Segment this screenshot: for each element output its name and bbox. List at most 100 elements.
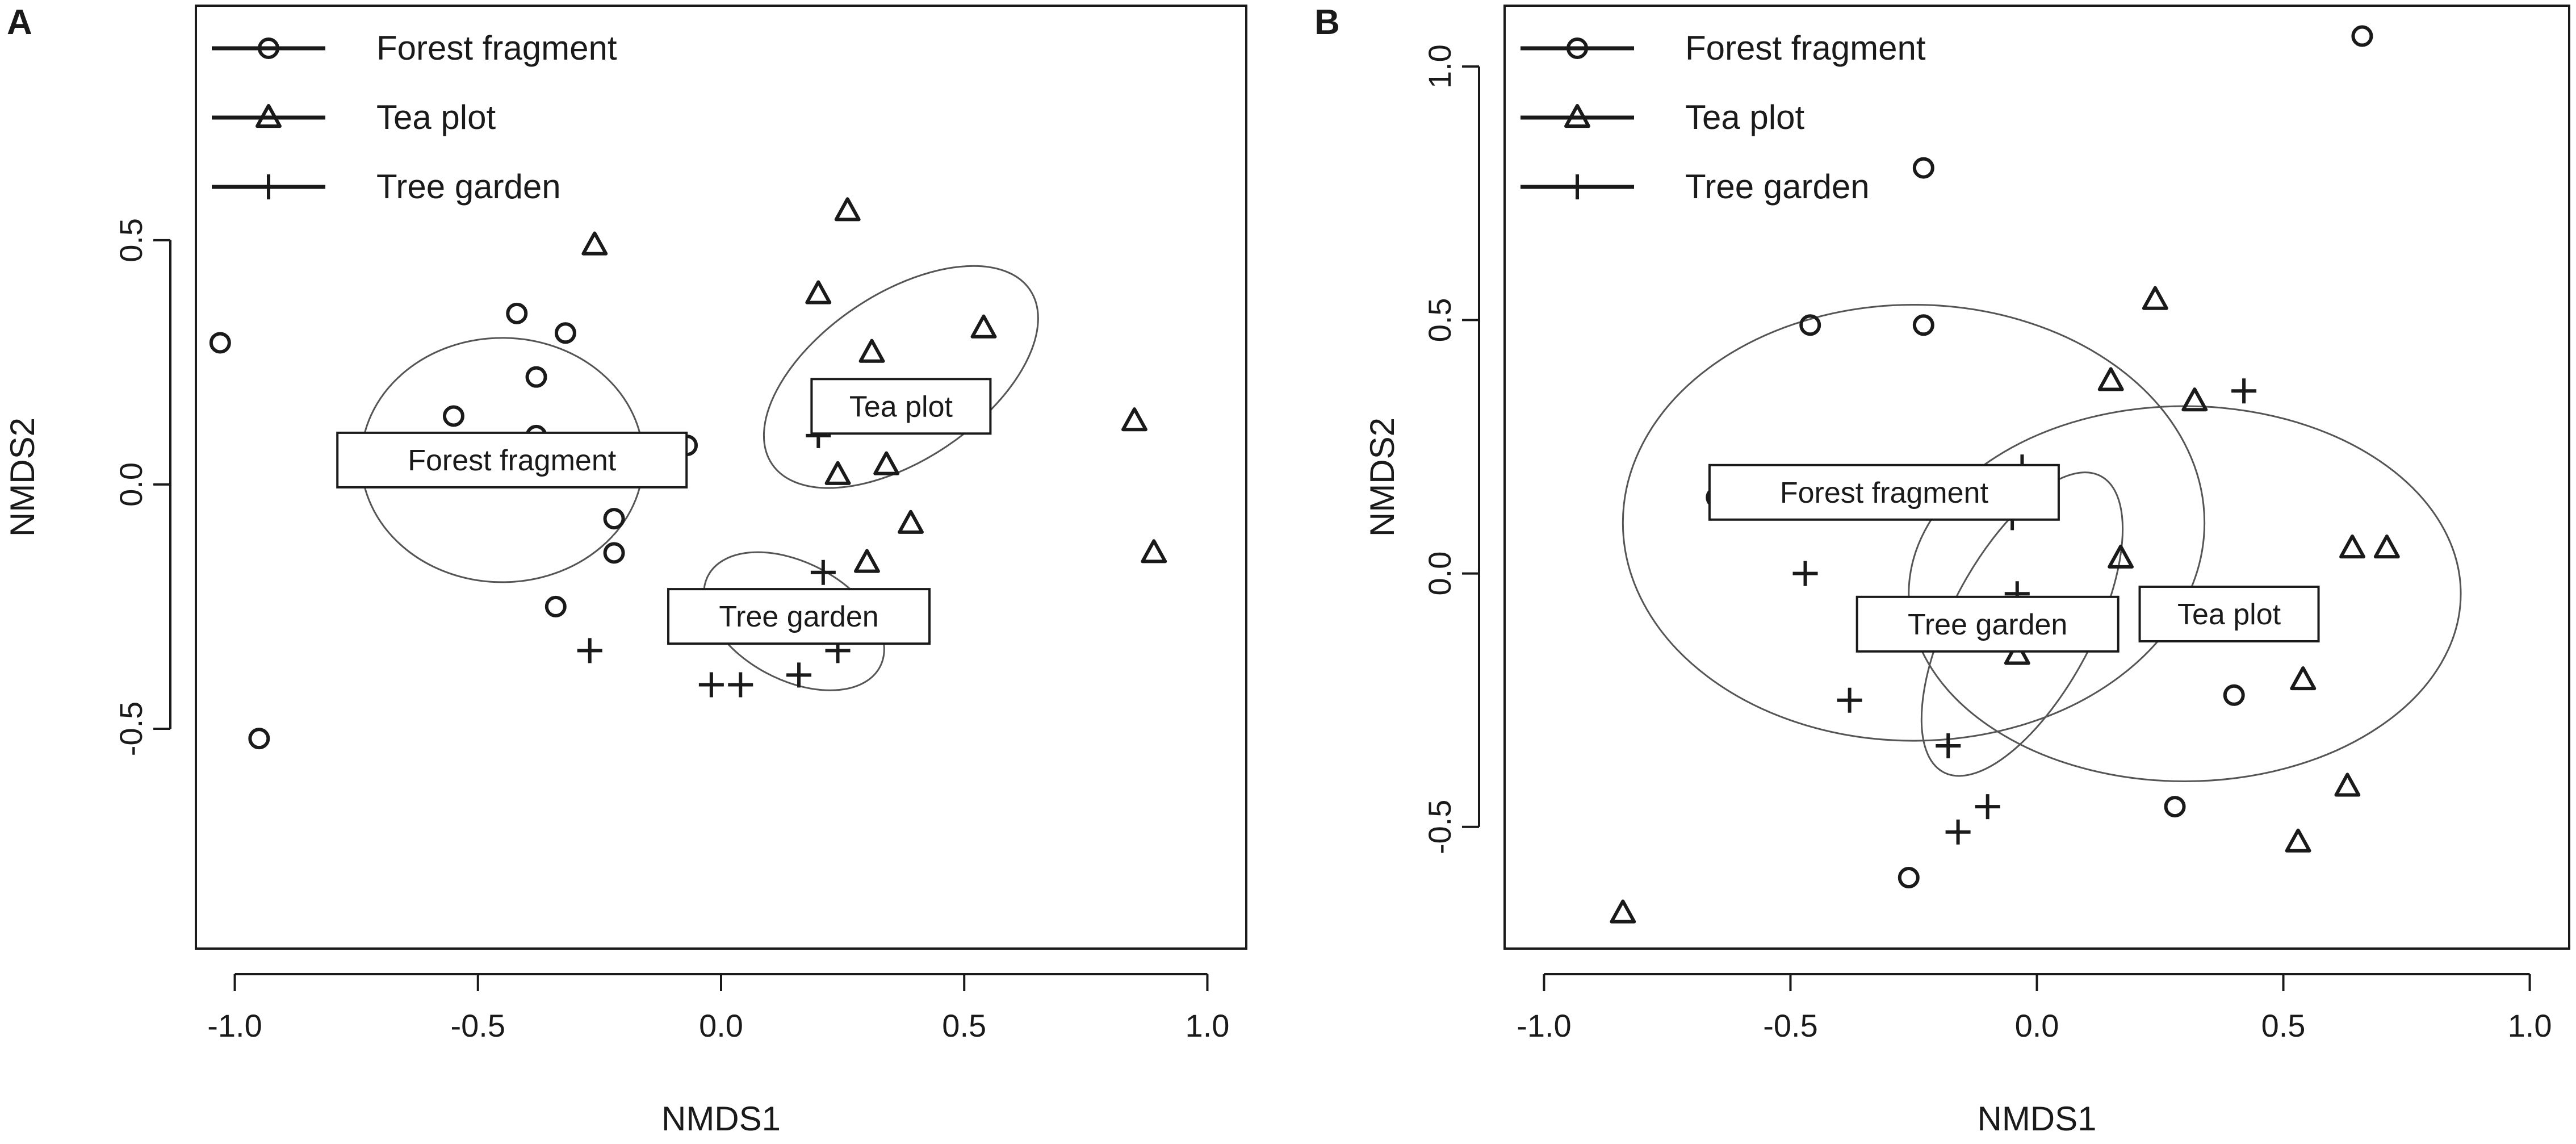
panel-b: B -1.0 -0.5 0.0 0.5 1.0 NMDS1 -0.5 0.0 0.5 1.0 NMDS… — [1314, 3, 2570, 1138]
x-tick-label: 0.0 — [699, 1008, 743, 1043]
ellipse-tree-garden — [1920, 471, 2124, 777]
point-tea-plot — [2334, 773, 2361, 797]
legend-label: Tree garden — [376, 168, 561, 206]
point-forest-fragment — [544, 595, 567, 617]
ellipse-tea-plot — [763, 265, 1039, 489]
point-forest-fragment — [1799, 314, 1821, 336]
group-label-box — [336, 431, 688, 489]
point-forest-fragment — [2164, 796, 2186, 818]
y-tick-label: 1.0 — [1422, 44, 1457, 89]
x-tick-label: 0.0 — [2015, 1008, 2059, 1043]
point-tree-garden — [1936, 733, 1961, 759]
point-tea-plot — [824, 461, 851, 485]
group-label-box — [1855, 595, 2120, 653]
y-tick-label: -0.5 — [1422, 800, 1457, 855]
point-tree-garden — [810, 560, 836, 585]
point-tea-plot — [853, 549, 880, 573]
x-axis-label: NMDS1 — [661, 1100, 781, 1138]
group-label-box — [1708, 464, 2060, 521]
y-tick-label: 0.0 — [113, 462, 149, 507]
legend-marker-forest-fragment — [258, 37, 279, 59]
point-forest-fragment — [525, 366, 547, 388]
point-tea-plot — [1141, 539, 1167, 563]
ellipse-forest-fragment — [1622, 304, 2206, 742]
point-tree-garden — [577, 638, 602, 663]
group-label-box — [667, 588, 931, 645]
x-tick-label: -1.0 — [207, 1008, 262, 1043]
x-tick-label: -0.5 — [451, 1008, 506, 1043]
legend-label: Tea plot — [1685, 98, 1804, 136]
point-tree-garden — [728, 672, 753, 698]
point-forest-fragment — [248, 728, 270, 750]
group-label-box — [810, 378, 992, 435]
point-tea-plot — [858, 339, 885, 363]
point-forest-fragment — [2351, 25, 2373, 47]
legend-marker-tree-garden — [1565, 174, 1590, 199]
plot-frame — [195, 5, 1247, 950]
point-tea-plot — [2285, 828, 2311, 853]
legend-label: Forest fragment — [1685, 29, 1926, 67]
point-forest-fragment — [554, 322, 576, 344]
x-tick-label: 1.0 — [2508, 1008, 2552, 1043]
point-forest-fragment — [2223, 684, 2245, 706]
point-forest-fragment — [1912, 157, 1934, 179]
point-tea-plot — [2339, 534, 2366, 559]
y-tick-label: 0.5 — [113, 218, 149, 262]
y-tick-label: 0.5 — [1422, 298, 1457, 342]
point-tea-plot — [2373, 534, 2400, 559]
group-label: Tree garden — [1908, 608, 2067, 641]
point-forest-fragment — [603, 542, 625, 564]
y-tick-label: 0.0 — [1422, 552, 1457, 596]
point-tea-plot — [581, 231, 608, 256]
legend-label: Forest fragment — [376, 29, 617, 67]
x-tick-label: -0.5 — [1763, 1008, 1818, 1043]
point-tea-plot — [873, 451, 900, 475]
point-tea-plot — [1121, 407, 1147, 432]
y-axis-label: NMDS2 — [1363, 417, 1401, 537]
x-tick-label: 1.0 — [1186, 1008, 1230, 1043]
legend-label: Tea plot — [376, 98, 496, 136]
panel-label: B — [1314, 3, 1340, 42]
group-label: Tree garden — [719, 600, 878, 633]
group-label: Forest fragment — [1780, 477, 1989, 510]
point-tea-plot — [834, 197, 861, 222]
point-forest-fragment — [209, 332, 231, 354]
point-tea-plot — [2142, 286, 2168, 310]
point-forest-fragment — [603, 508, 625, 530]
group-label: Tea plot — [849, 390, 953, 423]
point-tree-garden — [2231, 378, 2257, 404]
legend-label: Tree garden — [1685, 168, 1870, 206]
group-label: Tea plot — [2177, 598, 2281, 631]
point-tea-plot — [805, 280, 832, 304]
point-tea-plot — [2097, 367, 2124, 391]
legend-marker-tea-plot — [255, 104, 282, 128]
point-tree-garden — [698, 672, 724, 698]
point-forest-fragment — [1912, 314, 1934, 336]
point-tree-garden — [1975, 794, 2000, 820]
point-forest-fragment — [506, 302, 528, 324]
x-tick-label: 0.5 — [2261, 1008, 2306, 1043]
point-tree-garden — [1792, 561, 1818, 586]
group-label: Forest fragment — [408, 444, 617, 477]
x-tick-label: 0.5 — [942, 1008, 986, 1043]
point-tea-plot — [1610, 899, 1636, 924]
group-label-box — [2138, 585, 2320, 642]
point-tea-plot — [2181, 387, 2208, 412]
point-tree-garden — [786, 662, 812, 688]
point-tea-plot — [2290, 666, 2317, 691]
point-tea-plot — [2108, 544, 2134, 569]
point-tea-plot — [2004, 641, 2030, 665]
point-tea-plot — [898, 510, 924, 534]
panel-label: A — [7, 3, 32, 42]
point-tea-plot — [970, 314, 997, 339]
panel-a: A -1.0 -0.5 0.0 0.5 1.0 NMDS1 -0.5 0.0 0.5 NMDS2 Fo… — [3, 3, 1247, 1138]
point-tree-garden — [1837, 687, 1862, 713]
point-forest-fragment — [442, 405, 464, 427]
point-tree-garden — [1945, 819, 1971, 845]
x-axis-label: NMDS1 — [1977, 1100, 2096, 1138]
y-axis-label: NMDS2 — [3, 417, 41, 537]
plot-frame — [1503, 5, 2570, 950]
legend-marker-tea-plot — [1564, 104, 1590, 128]
x-tick-label: -1.0 — [1517, 1008, 1572, 1043]
